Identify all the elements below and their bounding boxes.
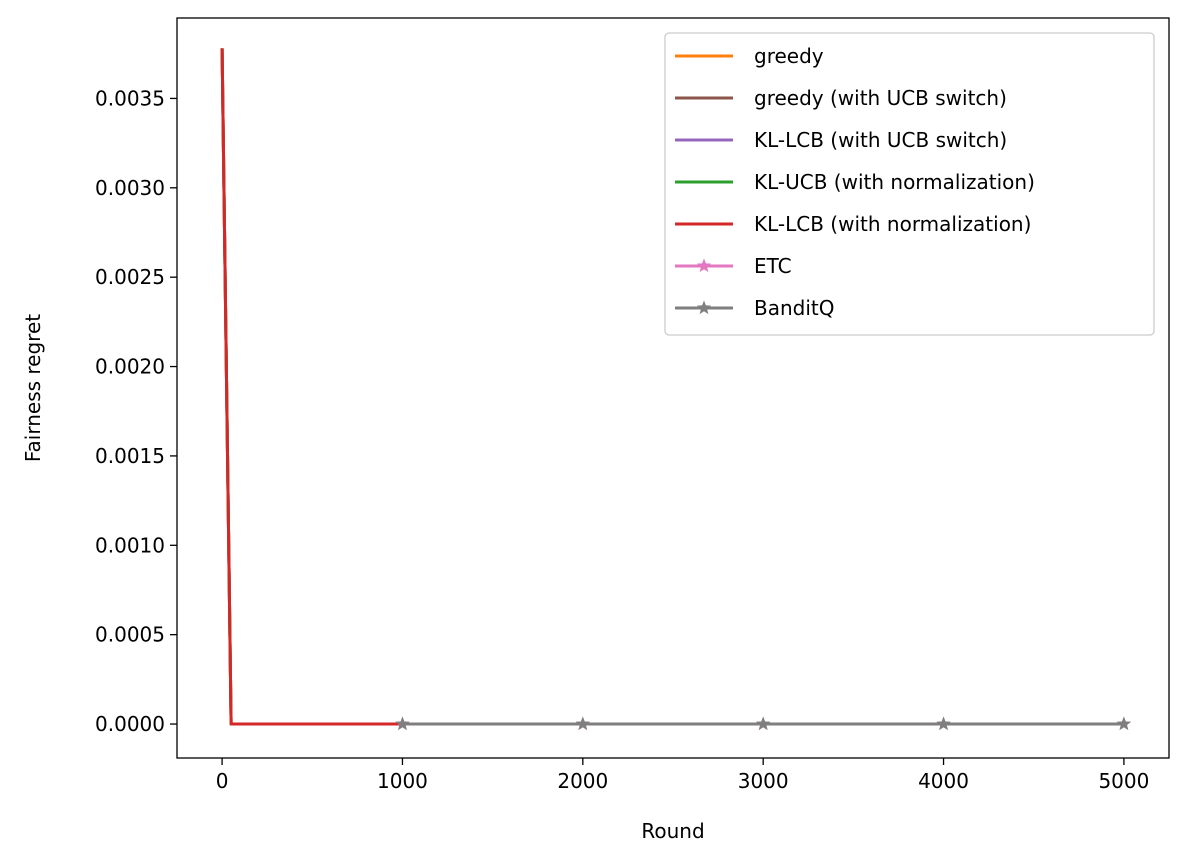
legend-item: KL-UCB (with normalization) — [675, 170, 1035, 194]
y-axis-label: Fairness regret — [21, 314, 45, 462]
legend-item: KL-LCB (with normalization) — [675, 212, 1031, 236]
y-axis: 0.0000 0.0005 0.0010 0.0015 0.0020 0.0025 0.00… — [95, 86, 177, 736]
legend-box — [664, 32, 1155, 336]
y-tick-label: 0.0025 — [95, 265, 165, 289]
y-tick-label: 0.0030 — [95, 176, 165, 200]
x-tick-label: 4000 — [918, 769, 969, 793]
legend-item: ETC — [675, 254, 792, 278]
series-line — [220, 48, 403, 726]
legend-marker — [696, 300, 712, 315]
legend-marker — [696, 258, 712, 273]
y-tick-label: 0.0035 — [95, 86, 165, 110]
legend-label: ETC — [754, 254, 792, 278]
data-point — [936, 716, 951, 731]
x-tick-label: 3000 — [738, 769, 789, 793]
y-tick-label: 0.0000 — [95, 712, 165, 736]
data-point — [756, 716, 771, 731]
data-point — [1116, 716, 1132, 731]
legend-label: greedy — [754, 44, 824, 68]
data-point — [575, 716, 590, 731]
series-kl-lcb-with-normalization — [220, 48, 403, 726]
legend-label: greedy (with UCB switch) — [754, 86, 1007, 110]
legend-item: BanditQ — [675, 296, 835, 320]
x-axis-label: Round — [641, 819, 704, 843]
legend-label: KL-UCB (with normalization) — [754, 170, 1035, 194]
plot-marks — [220, 48, 1132, 731]
x-axis: 0 1000 2000 3000 4000 5000 — [216, 758, 1149, 793]
series-banditq — [395, 716, 1132, 731]
legend-item: greedy — [675, 44, 824, 68]
x-tick-label: 5000 — [1098, 769, 1149, 793]
y-tick-label: 0.0005 — [95, 623, 165, 647]
x-tick-label: 1000 — [377, 769, 428, 793]
plot-area-frame — [176, 17, 1170, 759]
x-tick-label: 0 — [216, 769, 229, 793]
x-tick-label: 2000 — [557, 769, 608, 793]
legend-label: KL-LCB (with UCB switch) — [754, 128, 1007, 152]
legend-label: BanditQ — [754, 296, 835, 320]
y-tick-label: 0.0020 — [95, 355, 165, 379]
data-point — [395, 716, 410, 731]
legend-label: KL-LCB (with normalization) — [754, 212, 1031, 236]
legend-item: greedy (with UCB switch) — [675, 86, 1007, 110]
legend: greedy greedy (with UCB switch) KL-LCB (wi… — [664, 32, 1155, 336]
y-tick-label: 0.0010 — [95, 533, 165, 557]
legend-item: KL-LCB (with UCB switch) — [675, 128, 1007, 152]
y-tick-label: 0.0015 — [95, 444, 165, 468]
